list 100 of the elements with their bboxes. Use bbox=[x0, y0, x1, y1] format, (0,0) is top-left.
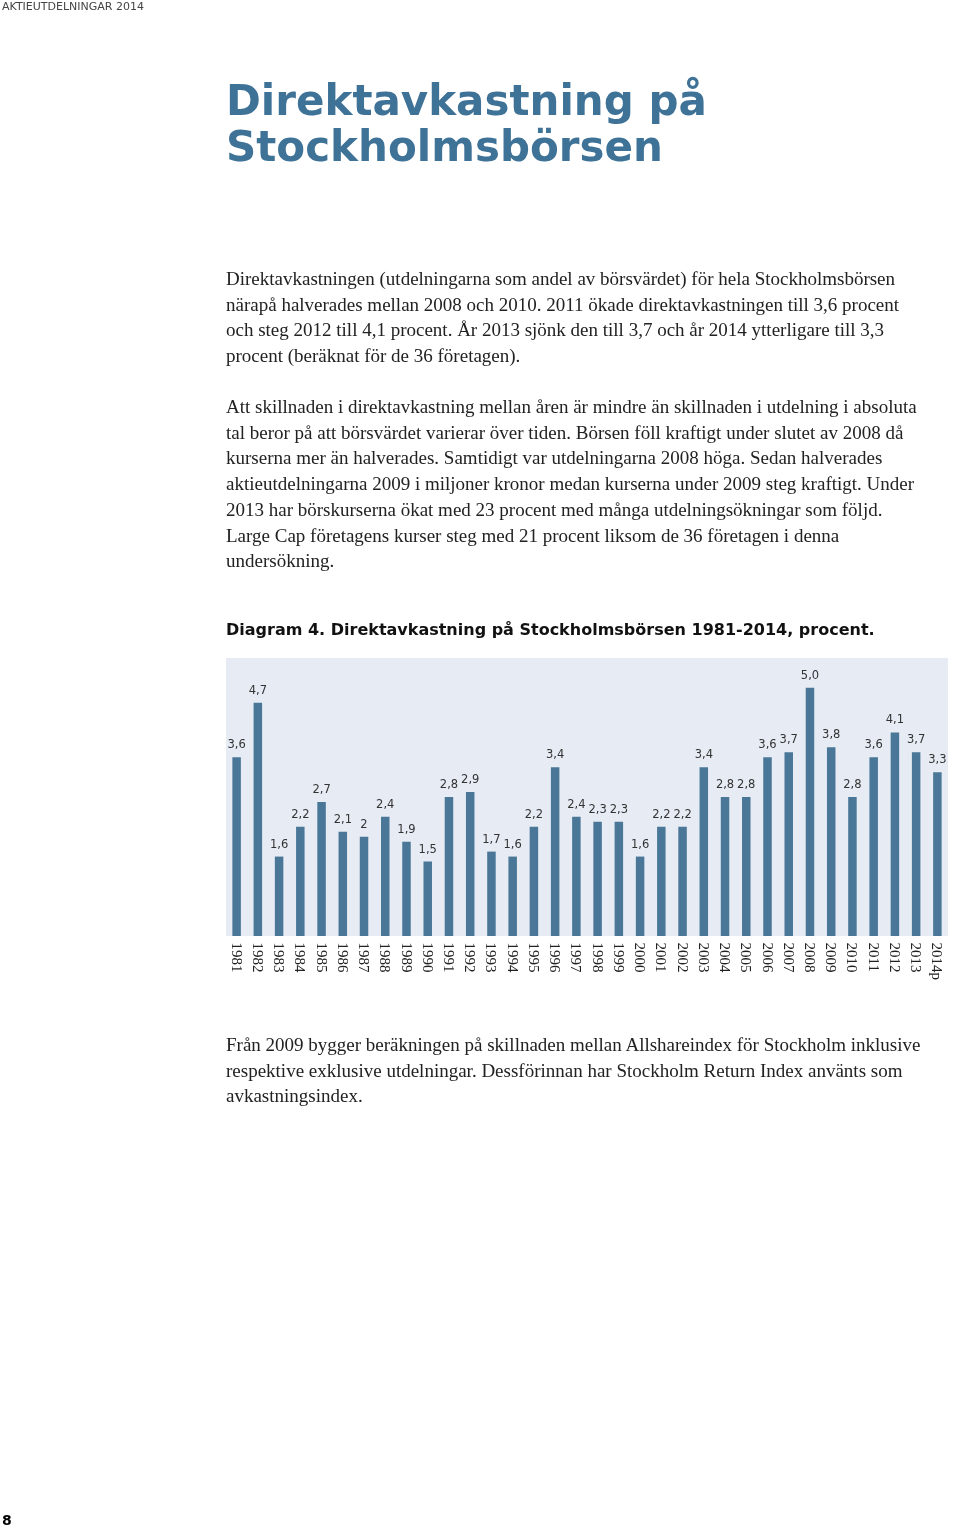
bar bbox=[338, 831, 348, 936]
data-label: 2,2 bbox=[524, 806, 544, 821]
data-label: 2,9 bbox=[461, 772, 480, 787]
bar bbox=[465, 792, 475, 936]
data-label: 2,3 bbox=[609, 801, 628, 816]
text: Från 2009 bygger beräkningen på skillnaden mellan Allshareindex för Stockholm inklusive respektive exklusive utdelningar. Dessförinnan har Stockholm Return Index använts som avkastningsindex. bbox=[226, 1033, 922, 1109]
text: Direktavkastning på Stockholmsbörsen bbox=[226, 76, 708, 171]
x-tick-label: 1984 bbox=[292, 942, 309, 973]
data-label: 2,4 bbox=[567, 796, 586, 811]
bar bbox=[869, 757, 878, 936]
bar bbox=[529, 826, 539, 936]
data-label: 3,6 bbox=[864, 737, 883, 752]
x-tick-label: 2013 bbox=[908, 942, 925, 973]
x-tick-label: 1990 bbox=[419, 942, 436, 973]
data-label: 2,1 bbox=[333, 811, 352, 826]
bar bbox=[614, 821, 624, 936]
bar bbox=[487, 851, 496, 936]
x-tick-label: 2009 bbox=[823, 942, 840, 973]
data-label: 3,4 bbox=[546, 747, 565, 762]
text: 8 bbox=[2, 1512, 12, 1528]
x-tick-label: 1999 bbox=[610, 942, 627, 973]
data-label: 1,6 bbox=[269, 836, 289, 851]
x-tick-label: 1981 bbox=[228, 942, 245, 973]
data-label: 3,7 bbox=[907, 732, 926, 747]
x-tick-label: 1987 bbox=[356, 942, 373, 973]
data-label: 2,8 bbox=[737, 777, 756, 791]
bar bbox=[381, 816, 390, 936]
x-tick-label: 1992 bbox=[462, 942, 479, 973]
data-label: 2,2 bbox=[673, 806, 692, 821]
bar bbox=[890, 732, 900, 936]
data-label: 2,3 bbox=[588, 801, 607, 816]
x-tick-label: 2004 bbox=[717, 942, 734, 973]
bar bbox=[678, 826, 687, 936]
bar bbox=[572, 816, 581, 936]
data-label: 2,8 bbox=[715, 777, 735, 791]
bar bbox=[848, 797, 857, 936]
x-tick-label: 2001 bbox=[653, 942, 670, 973]
x-tick-label: 1985 bbox=[313, 942, 330, 973]
data-label: 4,1 bbox=[885, 712, 905, 727]
bar bbox=[635, 856, 645, 936]
x-tick-label: 1996 bbox=[547, 942, 564, 973]
data-label: 2,2 bbox=[652, 806, 671, 821]
x-tick-label: 2007 bbox=[780, 942, 797, 973]
bar bbox=[911, 752, 921, 936]
x-tick-label: 2012 bbox=[886, 942, 903, 973]
bar bbox=[657, 826, 666, 936]
bar bbox=[593, 821, 602, 936]
x-tick-label: 1998 bbox=[589, 942, 606, 973]
x-tick-label: 2014p bbox=[929, 942, 946, 980]
x-tick-label: 1993 bbox=[483, 942, 500, 973]
data-label: 3,6 bbox=[227, 737, 246, 752]
bar bbox=[253, 702, 263, 936]
data-label: 2,8 bbox=[439, 777, 459, 791]
x-tick-label: 2010 bbox=[844, 942, 861, 973]
bar bbox=[402, 841, 411, 936]
data-label: 3,6 bbox=[758, 737, 777, 752]
bar bbox=[550, 767, 560, 936]
x-tick-label: 1982 bbox=[249, 942, 266, 973]
x-tick-label: 1997 bbox=[568, 942, 585, 973]
x-tick-label: 1995 bbox=[525, 942, 542, 973]
bar bbox=[232, 757, 241, 936]
x-tick-label: 2011 bbox=[865, 942, 882, 972]
data-label: 2,4 bbox=[376, 796, 395, 811]
x-tick-label: 1988 bbox=[377, 942, 394, 973]
bar bbox=[274, 856, 284, 936]
data-label: 1,7 bbox=[482, 831, 501, 846]
text: AKTIEUTDELNINGAR 2014 bbox=[2, 0, 145, 13]
bar bbox=[317, 801, 326, 936]
data-label: 2,8 bbox=[843, 777, 862, 791]
x-tick-label: 2003 bbox=[695, 942, 712, 973]
x-tick-label: 2006 bbox=[759, 942, 776, 973]
data-label: 1,6 bbox=[503, 836, 522, 851]
x-tick-label: 1989 bbox=[398, 942, 415, 973]
x-tick-label: 2008 bbox=[801, 942, 818, 973]
bar bbox=[805, 687, 815, 936]
bar bbox=[423, 861, 432, 936]
data-label: 1,9 bbox=[397, 821, 416, 836]
chart-title: Diagram 4. Direktavkastning på Stockholmsbörsen 1981-2014, procent. bbox=[226, 620, 875, 639]
bar bbox=[763, 757, 772, 936]
bar bbox=[784, 752, 793, 936]
data-label: 3,3 bbox=[928, 752, 947, 767]
data-label: 1,5 bbox=[418, 841, 437, 856]
bar bbox=[508, 856, 517, 936]
data-label: 1,6 bbox=[630, 836, 650, 851]
bar bbox=[742, 797, 751, 936]
x-tick-label: 2002 bbox=[674, 942, 691, 973]
x-tick-label: 2000 bbox=[632, 942, 649, 973]
data-label: 3,7 bbox=[779, 732, 798, 747]
bar bbox=[359, 836, 369, 936]
data-label: 5,0 bbox=[800, 667, 820, 682]
data-label: 2,2 bbox=[291, 806, 310, 821]
bar bbox=[933, 772, 942, 936]
bar bbox=[296, 826, 305, 936]
bar bbox=[826, 747, 836, 936]
x-tick-label: 1983 bbox=[271, 942, 288, 973]
x-tick-label: 1986 bbox=[334, 942, 351, 973]
data-label: 3,8 bbox=[822, 727, 841, 742]
x-tick-label: 2005 bbox=[738, 942, 755, 973]
x-tick-label: 1994 bbox=[504, 942, 521, 973]
x-tick-label: 1991 bbox=[440, 942, 457, 973]
